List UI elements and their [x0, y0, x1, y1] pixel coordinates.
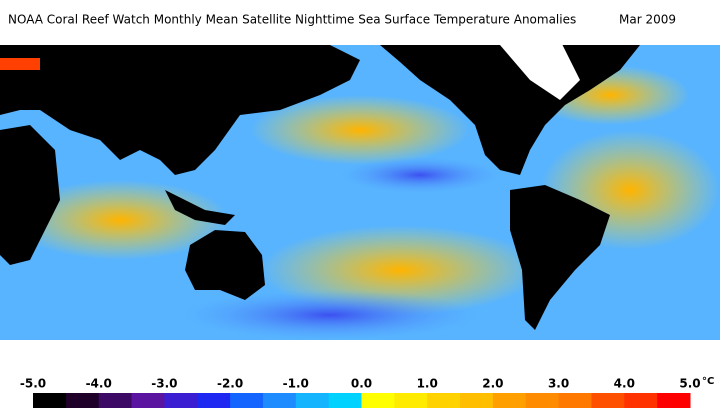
colorbar-swatch: [98, 393, 133, 408]
colorbar-tick-label: 5.0: [679, 377, 700, 391]
colorbar-swatch: [328, 393, 362, 408]
colorbar-swatch: [460, 393, 494, 408]
colorbar-unit: °C: [702, 376, 714, 387]
colorbar-swatch: [361, 393, 395, 408]
colorbar-swatch: [131, 393, 165, 408]
colorbar-tick-label: 0.0: [351, 377, 372, 391]
colorbar-tick-label: -1.0: [283, 377, 309, 391]
colorbar-tick-label: 4.0: [614, 377, 635, 391]
sst-map: [0, 40, 720, 370]
colorbar-tick-label: -5.0: [20, 377, 46, 391]
colorbar-swatch: [657, 393, 691, 408]
colorbar-swatch: [558, 393, 592, 408]
colorbar-swatch: [164, 393, 198, 408]
colorbar-swatch: [394, 393, 428, 408]
colorbar-tick-label: -2.0: [217, 377, 243, 391]
colorbar-swatch: [624, 393, 658, 408]
colorbar-tick-label: -3.0: [151, 377, 177, 391]
colorbar-swatch: [295, 393, 330, 408]
colorbar-swatch: [525, 393, 560, 408]
colorbar-tick-label: 2.0: [482, 377, 503, 391]
colorbar-tick-label: 1.0: [417, 377, 438, 391]
colorbar-tick-label: 3.0: [548, 377, 569, 391]
colorbar-tick-label: -4.0: [86, 377, 112, 391]
colorbar-swatch: [427, 393, 461, 408]
colorbar-swatch: [65, 393, 100, 408]
colorbar-swatch: [262, 393, 297, 408]
colorbar-swatch: [33, 393, 67, 408]
map-title: NOAA Coral Reef Watch Monthly Mean Satel…: [8, 13, 576, 27]
colorbar: -5.0 -4.0 -3.0 -2.0 -1.0 0.0 1.0 2.0 3.0 4.0 5.0 °C: [20, 376, 714, 408]
colorbar-swatch: [230, 393, 264, 408]
colorbar-swatch: [197, 393, 231, 408]
colorbar-swatch: [492, 393, 527, 408]
map-date: Mar 2009: [619, 13, 676, 27]
colorbar-swatch: [591, 393, 625, 408]
